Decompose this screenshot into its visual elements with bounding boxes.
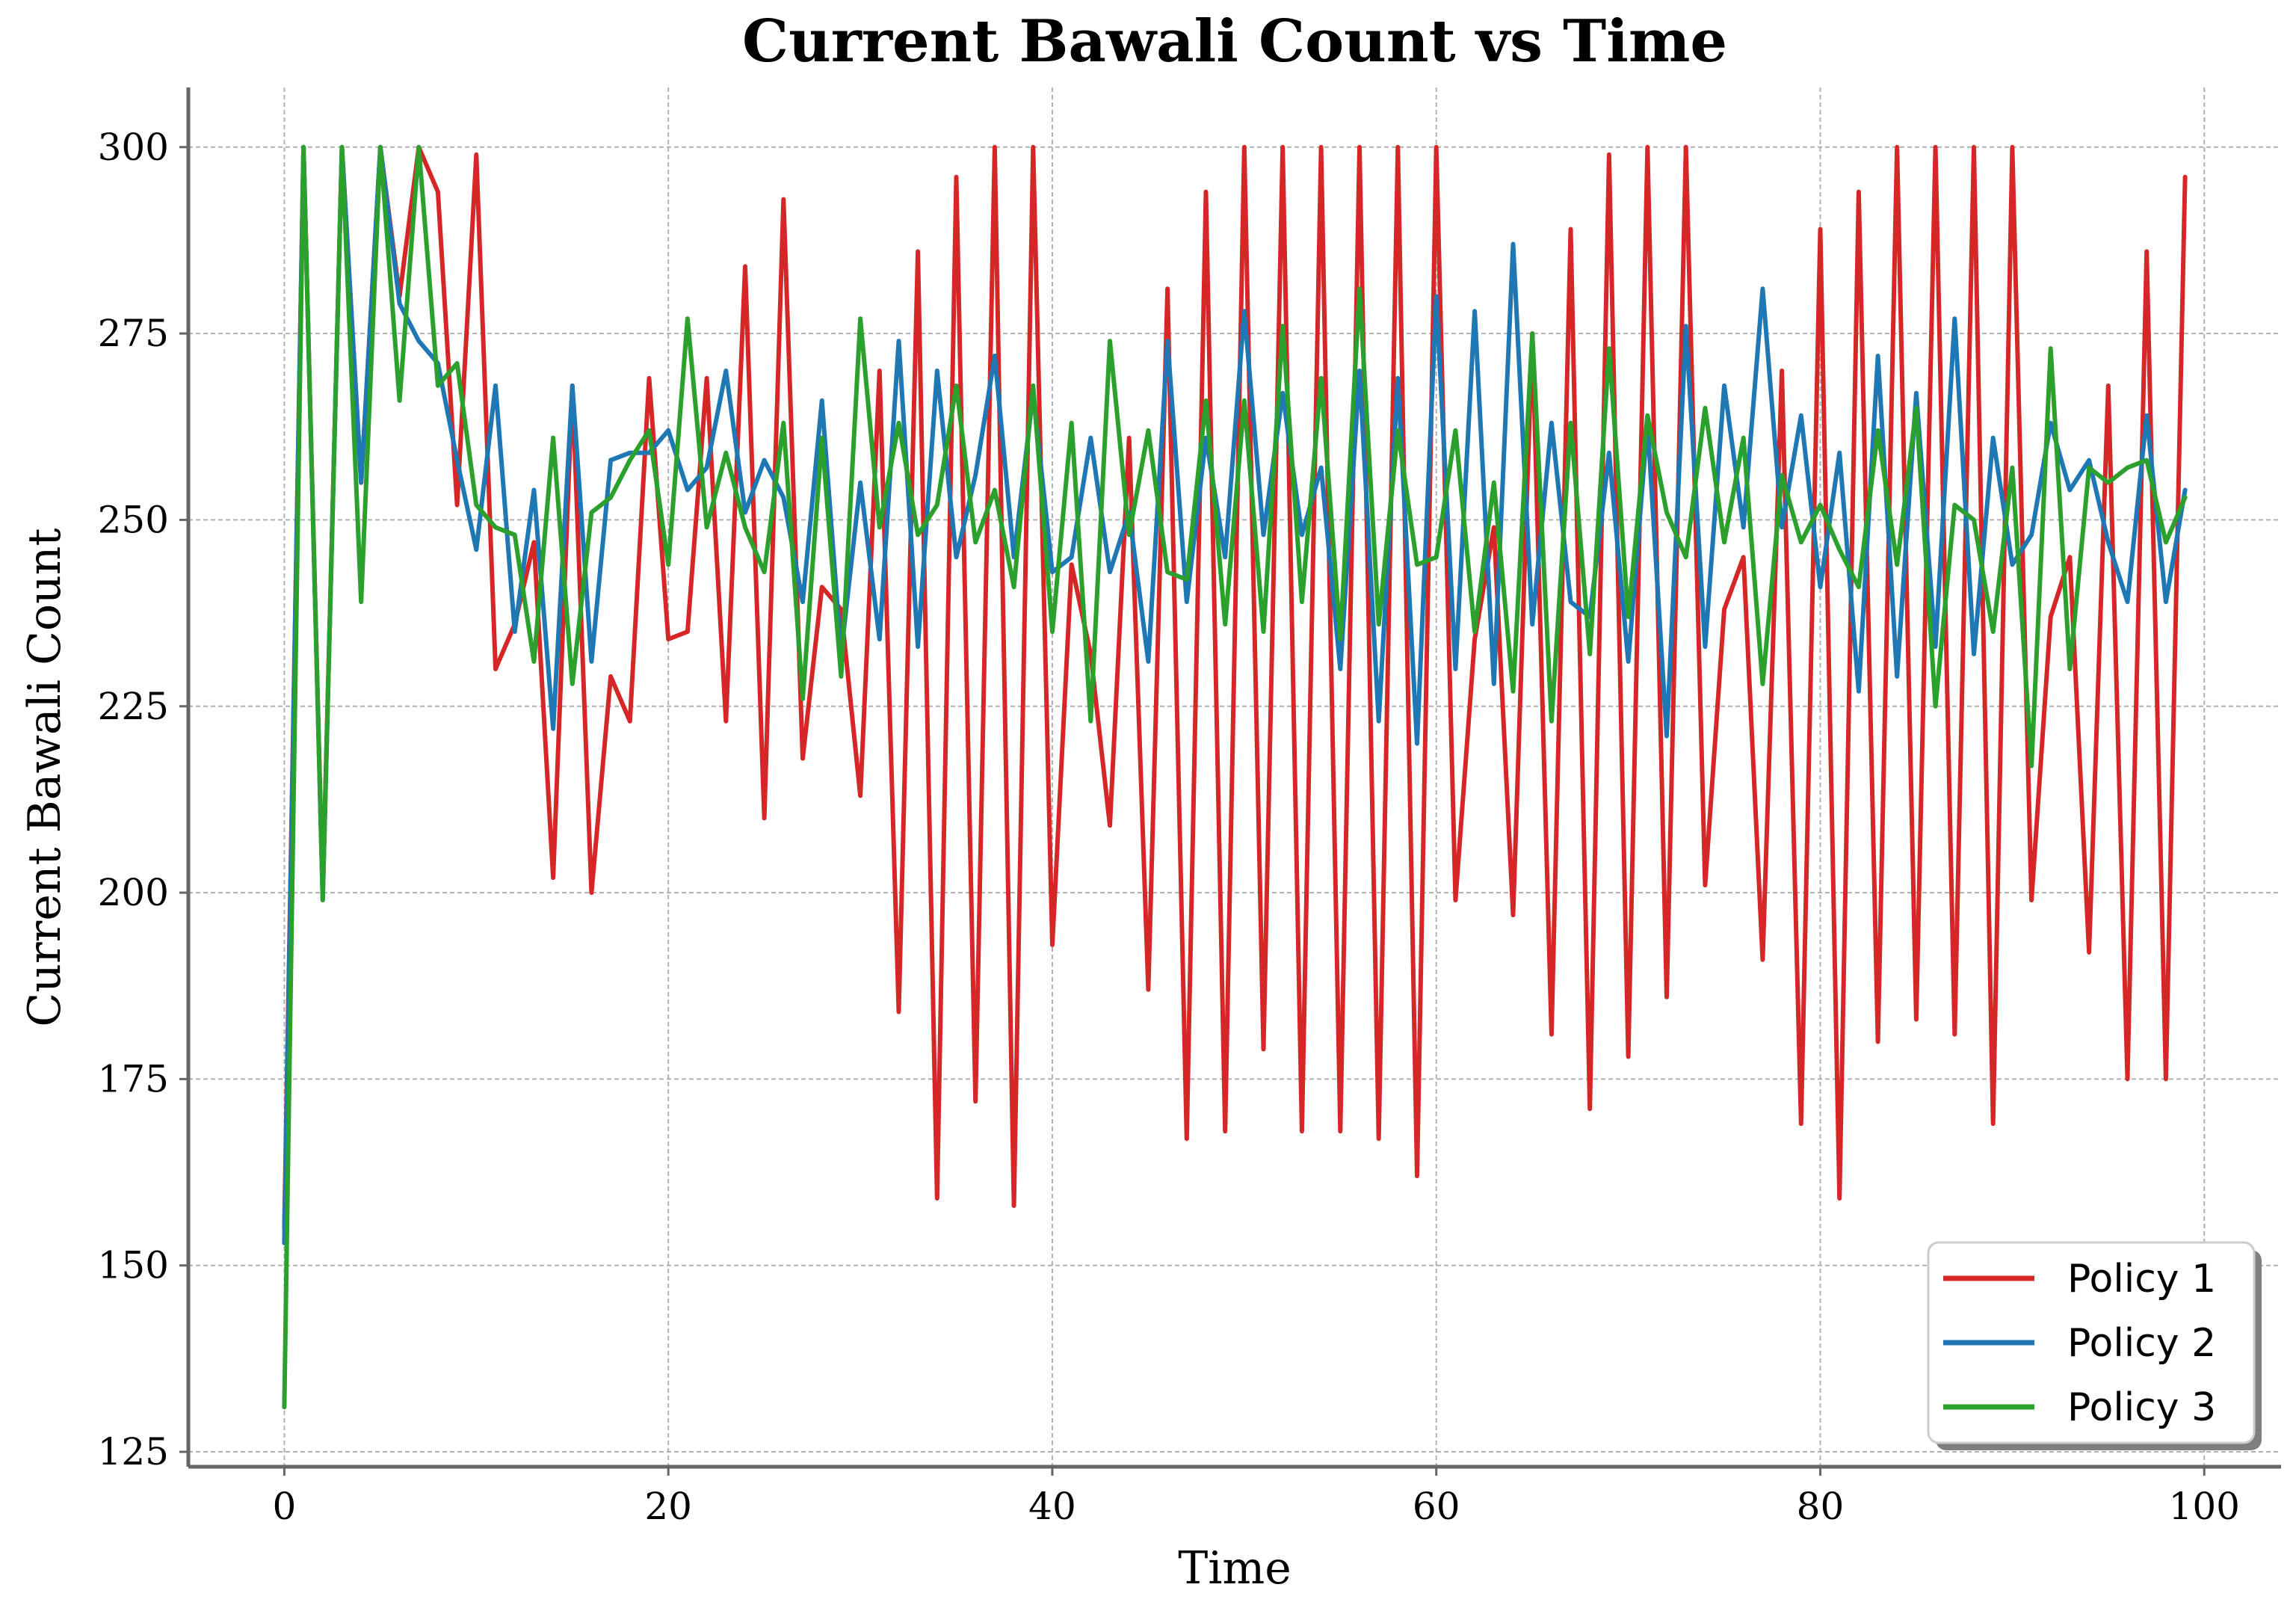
y-tick-label: 225 [98, 685, 169, 728]
legend-label: Policy 3 [2067, 1385, 2216, 1430]
chart-title: Current Bawali Count vs Time [742, 7, 1727, 76]
axes-spines [186, 87, 2281, 1469]
x-tick-label: 80 [1797, 1485, 1845, 1528]
legend-label: Policy 2 [2067, 1321, 2216, 1366]
x-tick-label: 100 [2169, 1485, 2240, 1528]
y-tick-label: 125 [98, 1430, 169, 1473]
y-tick-label: 275 [98, 312, 169, 355]
y-axis-label: Current Bawali Count [19, 528, 71, 1026]
legend-box [1927, 1241, 2256, 1444]
y-tick-label: 150 [98, 1244, 169, 1287]
series-lines [282, 144, 2188, 1410]
series-line-policy-3 [282, 144, 2188, 1410]
x-axis-label: Time [1178, 1542, 1292, 1595]
axis-ticks: 0 20 40 60 80 100 125 150 175 200 225 250 275 300 [98, 126, 2240, 1528]
x-tick-label: 40 [1028, 1485, 1076, 1528]
y-tick-label: 250 [98, 498, 169, 541]
y-tick-label: 300 [98, 126, 169, 169]
series-line-policy-1 [282, 144, 2188, 1231]
x-tick-label: 0 [273, 1485, 297, 1528]
x-tick-label: 20 [644, 1485, 692, 1528]
y-tick-label: 200 [98, 871, 169, 914]
y-tick-label: 175 [98, 1057, 169, 1100]
legend-label: Policy 1 [2067, 1257, 2216, 1302]
legend: Policy 1 Policy 2 Policy 3 [1927, 1241, 2262, 1450]
x-tick-label: 60 [1413, 1485, 1460, 1528]
